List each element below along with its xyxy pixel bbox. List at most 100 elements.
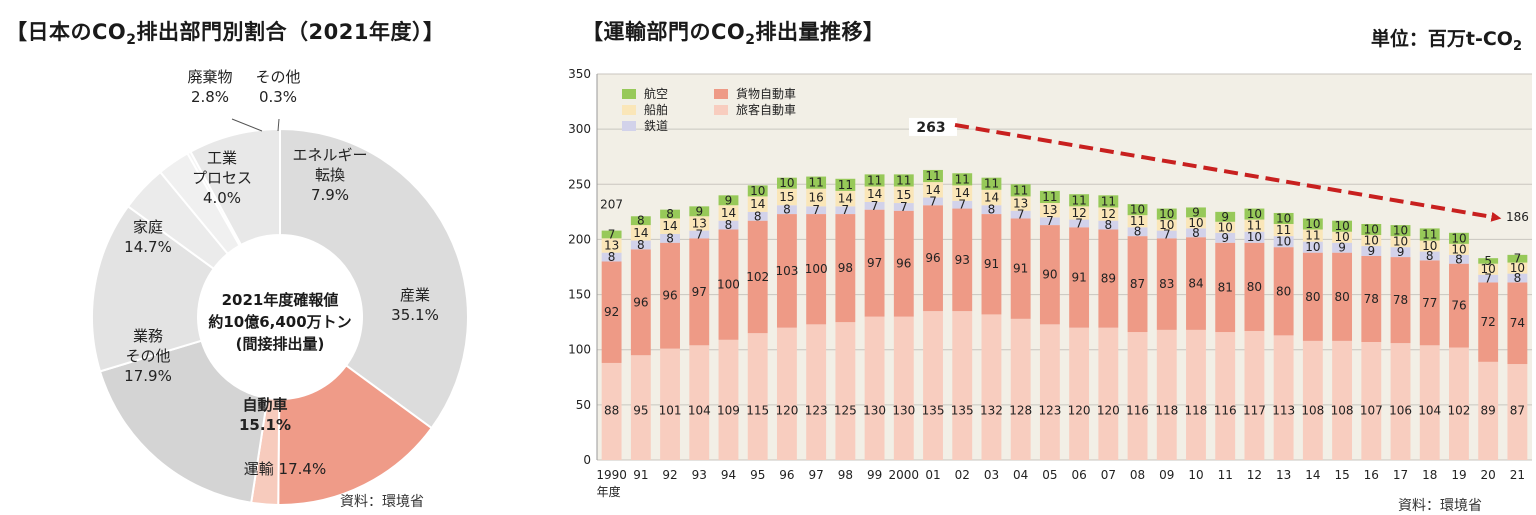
bar-value-label: 11 bbox=[955, 172, 970, 186]
bar-value-label: 9 bbox=[1397, 245, 1405, 259]
bar-segment bbox=[893, 186, 914, 204]
bar-value-label: 14 bbox=[984, 191, 999, 205]
bar-value-label: 11 bbox=[867, 173, 882, 187]
bar-segment bbox=[718, 339, 739, 460]
bar-segment bbox=[806, 206, 827, 215]
bar-value-label: 97 bbox=[867, 256, 882, 270]
bar-segment bbox=[1215, 332, 1236, 460]
x-tick-label: 16 bbox=[1364, 468, 1379, 482]
bar-segment bbox=[923, 197, 943, 206]
unit-label: 単位：百万t-CO2 bbox=[1370, 28, 1522, 54]
bar-value-label: 116 bbox=[1214, 403, 1237, 417]
pie-label: 14.7% bbox=[124, 238, 172, 256]
bar-value-label: 80 bbox=[1247, 280, 1262, 294]
bar-source: 資料：環境省 bbox=[1398, 498, 1482, 514]
x-year-suffix: 年度 bbox=[597, 484, 621, 499]
bar-value-label: 16 bbox=[809, 191, 824, 205]
x-tick-label: 12 bbox=[1247, 468, 1262, 482]
y-tick-label: 150 bbox=[568, 288, 591, 302]
bar-segment bbox=[1507, 273, 1528, 283]
bar-segment bbox=[952, 185, 973, 201]
bar-value-label: 9 bbox=[695, 204, 703, 218]
pie-label: エネルギー bbox=[292, 146, 367, 164]
bar-value-label: 11 bbox=[984, 177, 999, 191]
bar-value-label: 8 bbox=[608, 250, 616, 264]
bar-value-label: 12 bbox=[1071, 206, 1086, 220]
bar-value-label: 8 bbox=[637, 238, 645, 252]
bar-segment bbox=[981, 189, 1002, 206]
bar-value-label: 7 bbox=[608, 227, 616, 241]
bar-title: 【運輸部門のCO2排出量推移】 bbox=[582, 20, 885, 49]
bar-value-label: 78 bbox=[1364, 292, 1379, 306]
bar-value-label: 10 bbox=[1159, 218, 1174, 232]
bar-segment bbox=[981, 314, 1002, 460]
bar-value-label: 104 bbox=[1418, 403, 1441, 417]
bar-segment bbox=[1507, 262, 1528, 274]
bar-value-label: 128 bbox=[1009, 403, 1032, 417]
value-labels: 8892813795968148101968148104977139109100… bbox=[604, 169, 1525, 417]
x-tick-label: 06 bbox=[1071, 468, 1086, 482]
bar-segment bbox=[1156, 208, 1177, 220]
bar-value-label: 11 bbox=[838, 178, 853, 192]
bar-segment bbox=[981, 214, 1002, 315]
y-tick-label: 200 bbox=[568, 232, 591, 246]
bar-segment bbox=[1010, 318, 1031, 460]
bar-segment bbox=[776, 177, 797, 189]
bar-segment bbox=[1273, 335, 1294, 460]
bar-segment bbox=[864, 201, 885, 210]
bar-value-label: 10 bbox=[1159, 207, 1174, 221]
bar-segment bbox=[1478, 258, 1499, 264]
bar-segment bbox=[660, 218, 680, 234]
bar-value-label: 5 bbox=[1484, 254, 1492, 268]
bar-value-label: 8 bbox=[1105, 218, 1113, 232]
y-tick-label: 50 bbox=[576, 398, 591, 412]
bar-value-label: 14 bbox=[838, 192, 853, 206]
x-tick-label: 01 bbox=[925, 468, 940, 482]
bar-segment bbox=[747, 220, 768, 334]
bar-segment bbox=[601, 238, 622, 253]
bar-value-label: 97 bbox=[692, 285, 707, 299]
bar-segment bbox=[864, 186, 885, 202]
x-tick-label: 18 bbox=[1422, 468, 1437, 482]
end-total-label: 186 bbox=[1506, 210, 1529, 224]
bar-value-label: 74 bbox=[1510, 316, 1525, 330]
bar-segment bbox=[923, 311, 943, 460]
bar-segment bbox=[806, 214, 827, 325]
bar-segment bbox=[1507, 254, 1528, 263]
bar-segment bbox=[1332, 252, 1353, 341]
bar-segment bbox=[981, 205, 1002, 215]
bar-value-label: 120 bbox=[775, 403, 798, 417]
x-tick-label: 93 bbox=[692, 468, 707, 482]
bar-segment bbox=[1449, 347, 1469, 460]
bar-value-label: 87 bbox=[1130, 277, 1145, 291]
peak-label-bg bbox=[909, 117, 958, 136]
bar-segment bbox=[1186, 207, 1206, 218]
bar-segment bbox=[864, 209, 885, 317]
bar-value-label: 95 bbox=[633, 403, 648, 417]
bar-segment bbox=[1390, 225, 1411, 237]
bar-value-label: 11 bbox=[809, 176, 824, 190]
bar-value-label: 8 bbox=[1514, 271, 1522, 285]
bar-segment bbox=[1215, 232, 1236, 243]
bar-value-label: 10 bbox=[1276, 211, 1291, 225]
bar-value-label: 7 bbox=[695, 227, 703, 241]
bar-segment bbox=[1127, 236, 1148, 333]
bar-value-label: 8 bbox=[783, 203, 791, 217]
x-tick-label: 98 bbox=[838, 468, 853, 482]
bar-segment bbox=[1449, 232, 1469, 244]
bar-segment bbox=[1419, 240, 1440, 252]
bar-value-label: 8 bbox=[637, 214, 645, 228]
bar-value-label: 7 bbox=[1046, 214, 1054, 228]
bar-segment bbox=[1127, 332, 1148, 460]
bar-segment bbox=[1361, 341, 1382, 460]
x-tick-label: 20 bbox=[1481, 468, 1496, 482]
x-tick-label: 1990 bbox=[596, 468, 627, 482]
pie-label: 産業 bbox=[400, 286, 430, 304]
bar-value-label: 10 bbox=[1334, 230, 1349, 244]
bar-value-label: 123 bbox=[1038, 403, 1061, 417]
bar-segment bbox=[776, 205, 797, 215]
bar-value-label: 78 bbox=[1393, 293, 1408, 307]
bar-value-label: 11 bbox=[1305, 229, 1320, 243]
bar-value-label: 120 bbox=[1068, 403, 1091, 417]
